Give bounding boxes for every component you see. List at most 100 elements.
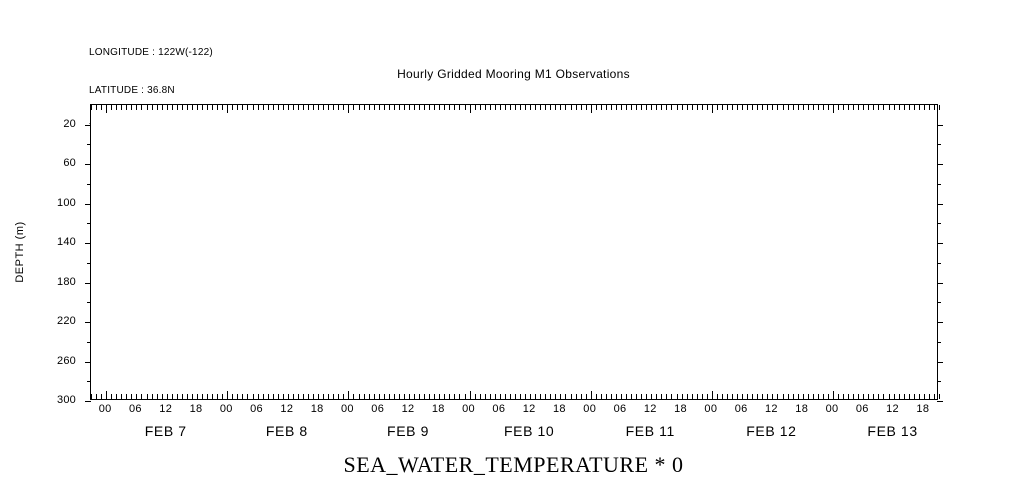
x-axis-hour-label: 00 [462, 403, 475, 415]
x-axis-tick [721, 105, 723, 110]
x-axis-hour-label: 18 [795, 403, 809, 415]
y-axis-tick [87, 302, 91, 304]
x-axis-tick [545, 394, 547, 399]
x-axis-tick [111, 105, 113, 110]
x-axis-tick [297, 105, 299, 110]
x-axis-tick [156, 105, 158, 110]
x-axis-tick [328, 105, 330, 110]
x-axis-tick [212, 105, 214, 110]
x-axis-hour-label: 12 [522, 403, 536, 415]
x-axis-tick [515, 105, 516, 110]
x-axis-tick [141, 394, 143, 399]
x-axis-tick [550, 394, 552, 399]
x-axis-tick [419, 394, 421, 399]
x-axis-tick [868, 105, 870, 110]
x-axis-tick [641, 105, 643, 110]
x-axis-tick [459, 105, 461, 110]
x-axis-tick [575, 105, 577, 110]
x-axis-tick [434, 394, 436, 399]
x-axis-hour-label: 00 [704, 403, 718, 415]
x-axis-tick [812, 105, 814, 110]
x-axis-tick [101, 105, 103, 110]
x-axis-tick [131, 105, 133, 110]
x-axis-tick [812, 394, 814, 399]
x-axis-hour-label: 12 [159, 403, 173, 415]
y-axis-tick [937, 183, 941, 185]
y-axis-tick [87, 262, 91, 264]
x-axis-tick [101, 394, 103, 399]
x-axis-hour-label: 18 [310, 403, 324, 415]
x-axis-tick [807, 105, 809, 110]
x-axis-tick [343, 394, 345, 399]
y-axis-tick [937, 401, 943, 402]
x-axis-tick [494, 394, 496, 399]
x-axis-tick [560, 105, 562, 110]
x-axis-tick [626, 105, 628, 110]
x-axis-hour-label: 00 [219, 403, 233, 415]
x-axis-tick [515, 394, 516, 399]
x-axis-tick [459, 394, 461, 399]
x-axis-tick [520, 394, 522, 399]
x-axis-hour-label: 06 [734, 403, 748, 415]
x-axis-tick [358, 105, 360, 110]
x-axis-tick [489, 105, 491, 110]
x-axis-tick [656, 105, 658, 110]
x-axis-tick [767, 105, 769, 110]
x-axis-hour-label: 00 [341, 403, 354, 415]
x-axis-tick [595, 105, 597, 110]
x-axis-tick [262, 394, 264, 399]
x-axis-tick [303, 105, 304, 110]
x-axis-tick [96, 394, 98, 399]
x-axis-tick [843, 105, 845, 110]
x-axis-tick [247, 105, 249, 110]
x-axis-tick [863, 394, 865, 399]
x-axis-tick [348, 391, 350, 399]
x-axis-hour-label: 06 [371, 403, 385, 415]
x-axis-hour-label: 06 [855, 403, 869, 415]
x-axis-tick [479, 394, 481, 399]
x-axis-tick [913, 105, 915, 110]
x-axis-tick [499, 105, 501, 110]
x-axis-tick [303, 394, 304, 399]
x-axis-tick [429, 394, 431, 399]
x-axis-tick [838, 394, 840, 399]
x-axis-tick [368, 394, 370, 399]
plot-title: Hourly Gridded Mooring M1 Observations [0, 67, 1009, 81]
x-axis-tick [868, 394, 870, 399]
x-axis-tick [732, 394, 734, 399]
x-axis-tick [893, 394, 895, 399]
x-axis-tick [686, 394, 688, 399]
y-axis-tick-label: 300 [57, 394, 76, 406]
x-axis-tick [444, 105, 446, 110]
x-axis-tick [585, 105, 587, 110]
x-axis-tick [923, 394, 925, 399]
x-axis-tick [883, 105, 885, 110]
x-axis-tick [797, 394, 799, 399]
x-axis-tick [721, 394, 723, 399]
x-axis-tick [499, 394, 501, 399]
x-axis-tick [696, 394, 698, 399]
x-axis-tick [96, 105, 98, 110]
x-axis-tick [464, 105, 466, 110]
x-axis-tick [651, 394, 653, 399]
x-axis-hour-label: 12 [886, 403, 899, 415]
plot-title-text: Hourly Gridded Mooring M1 Observations [397, 67, 630, 81]
x-axis-tick [646, 394, 648, 399]
x-axis-tick [398, 394, 400, 399]
x-axis-tick [494, 105, 496, 110]
x-axis-tick [792, 105, 794, 110]
x-axis-day-label: FEB 8 [265, 423, 308, 439]
x-axis-tick [262, 105, 264, 110]
x-axis-tick [338, 394, 340, 399]
x-axis-tick [535, 105, 537, 110]
x-axis-tick [348, 105, 350, 113]
x-axis-tick [671, 105, 673, 110]
x-axis-day-labels: FEB 7 FEB 8 FEB 9 FEB 10 FEB 11 FEB 12 FEB 13 [0, 423, 1009, 445]
x-axis-tick [388, 394, 390, 399]
y-axis-tick [937, 302, 941, 304]
y-axis-tick [937, 262, 941, 264]
y-axis-tick [937, 361, 943, 363]
x-axis-tick [297, 394, 299, 399]
x-axis-tick [762, 394, 764, 399]
x-axis-tick [848, 394, 850, 399]
